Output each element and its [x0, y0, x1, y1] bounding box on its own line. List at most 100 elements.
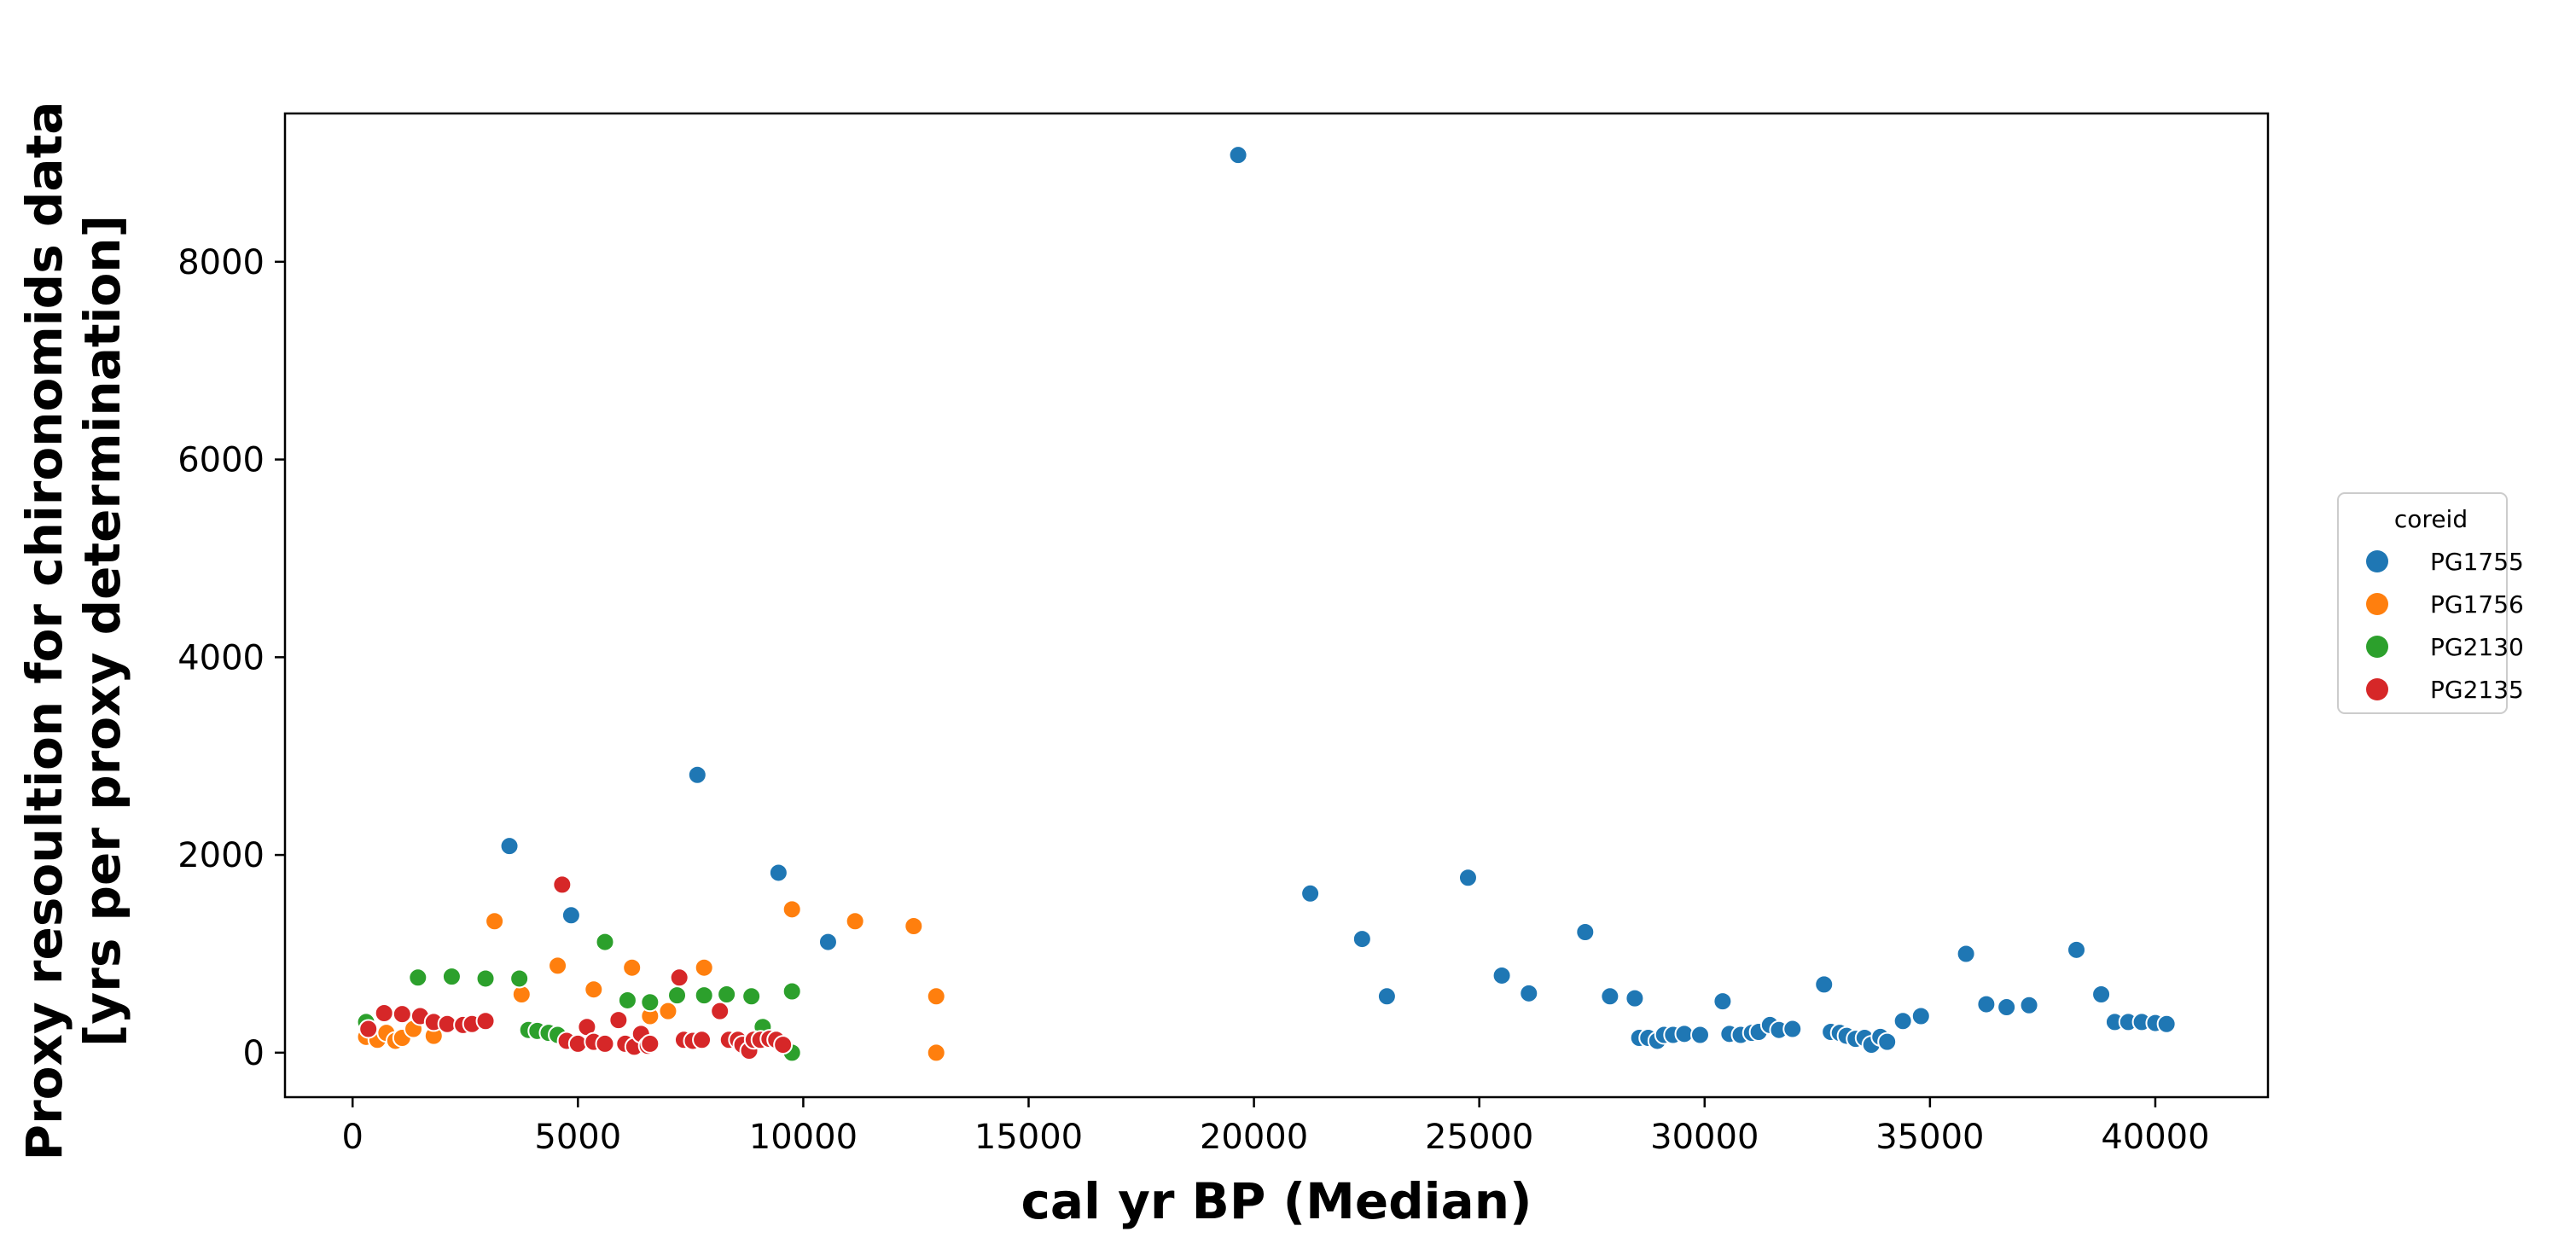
y-axis-ticks: 0 2000 4000 6000 8000	[177, 243, 285, 1073]
point-pg1755-1	[561, 905, 581, 926]
point-pg2130-13	[694, 985, 714, 1006]
point-pg1755-39	[1893, 1011, 1913, 1031]
point-pg2130-9	[595, 932, 615, 952]
point-pg2130-15	[741, 986, 762, 1007]
point-pg2135-8	[475, 1011, 496, 1031]
legend-label-pg1755: PG1755	[2430, 548, 2524, 576]
point-pg1756-9	[548, 956, 568, 976]
point-pg2135-9	[552, 874, 573, 895]
point-pg1755-6	[1300, 883, 1321, 903]
x-tick-label-1: 5000	[534, 1118, 621, 1157]
point-pg1755-41	[1956, 944, 1976, 964]
x-tick-label-8: 40000	[2101, 1118, 2209, 1157]
legend-entries: PG1755 PG1756 PG2130 PG2135	[2366, 548, 2524, 704]
legend-label-pg2130: PG2130	[2430, 633, 2524, 661]
y-tick-label-4: 8000	[177, 243, 265, 282]
x-tick-label-4: 20000	[1200, 1118, 1308, 1157]
point-pg2135-24	[692, 1030, 712, 1050]
point-pg1755-11	[1519, 983, 1539, 1003]
point-pg2130-11	[640, 992, 660, 1013]
legend-box	[2337, 492, 2508, 714]
point-pg1755-9	[1457, 868, 1478, 888]
point-pg2130-14	[717, 984, 737, 1004]
point-pg2130-17	[782, 981, 802, 1002]
y-axis-title: Proxy resoultion for chironomids data [y…	[15, 102, 131, 1161]
point-pg1756-11	[622, 957, 643, 978]
legend-marker-pg1755	[2366, 550, 2388, 572]
point-pg2135-2	[392, 1004, 412, 1025]
legend-label-pg2135: PG2135	[2430, 676, 2524, 704]
point-pg2130-2	[441, 967, 462, 987]
x-tick-label-7: 35000	[1875, 1118, 1984, 1157]
y-axis-title-line-1: Proxy resoultion for chironomids data	[15, 102, 73, 1161]
point-pg2135-14	[595, 1033, 615, 1054]
legend-label-pg1756: PG1756	[2430, 590, 2524, 619]
point-pg1755-44	[2019, 995, 2039, 1015]
point-pg2135-0	[358, 1019, 379, 1039]
y-tick-label-2: 4000	[177, 638, 265, 677]
point-pg2130-12	[667, 985, 688, 1006]
x-tick-label-2: 10000	[749, 1118, 858, 1157]
x-tick-label-5: 25000	[1425, 1118, 1533, 1157]
plot-area-frame	[283, 112, 2270, 1099]
point-pg1755-46	[2091, 984, 2112, 1004]
point-pg2130-1	[408, 967, 428, 988]
point-pg1755-3	[768, 863, 788, 883]
point-pg1755-13	[1600, 986, 1620, 1007]
point-pg2135-15	[608, 1010, 629, 1031]
point-pg2135-20	[640, 1033, 660, 1054]
point-pg1756-16	[845, 911, 865, 932]
x-tick-label-3: 15000	[974, 1118, 1083, 1157]
x-tick-label-0: 0	[342, 1118, 363, 1157]
legend-marker-pg2130	[2366, 636, 2388, 658]
y-tick-label-1: 2000	[177, 836, 265, 875]
point-pg1756-18	[926, 986, 946, 1007]
point-pg2135-25	[710, 1001, 730, 1021]
legend-title: coreid	[2394, 505, 2468, 533]
point-pg1756-19	[926, 1043, 946, 1063]
point-pg1756-14	[694, 957, 714, 978]
point-pg1755-14	[1625, 988, 1645, 1008]
data-points	[356, 145, 2177, 1063]
point-pg2130-4	[509, 968, 530, 989]
y-tick-label-3: 6000	[177, 441, 265, 480]
point-pg1755-38	[1877, 1031, 1898, 1052]
point-pg1756-15	[782, 899, 802, 920]
point-pg1755-43	[1997, 997, 2017, 1018]
point-pg1755-10	[1492, 965, 1512, 985]
point-pg1755-12	[1575, 921, 1596, 942]
point-pg2135-1	[374, 1003, 394, 1024]
point-pg1755-42	[1976, 994, 1997, 1014]
point-pg1755-7	[1352, 929, 1372, 950]
point-pg1755-0	[499, 836, 520, 857]
point-pg1755-40	[1910, 1006, 1931, 1026]
x-axis-ticks: 0 5000 10000 15000 20000 25000 30000 35000 40000	[342, 1097, 2210, 1157]
point-pg1755-45	[2067, 939, 2087, 960]
point-pg1755-51	[2156, 1014, 2177, 1034]
x-axis-title: cal yr BP (Median)	[1021, 1172, 1532, 1230]
point-pg2130-3	[475, 968, 496, 989]
point-pg1755-30	[1814, 974, 1835, 995]
legend: coreid PG1755 PG1756 PG2130 PG2135	[2337, 492, 2524, 714]
point-pg1756-7	[485, 911, 505, 932]
point-pg1755-29	[1782, 1019, 1803, 1039]
y-axis-title-line-2: [yrs per proxy determination]	[73, 215, 131, 1047]
point-pg1755-8	[1376, 986, 1397, 1007]
legend-marker-pg1756	[2366, 593, 2388, 615]
point-pg1755-5	[1228, 145, 1248, 166]
point-pg1755-21	[1689, 1025, 1710, 1045]
point-pg1755-4	[817, 932, 838, 952]
y-tick-label-0: 0	[243, 1034, 265, 1073]
point-pg1756-17	[904, 916, 924, 937]
x-tick-label-6: 30000	[1650, 1118, 1759, 1157]
point-pg2135-34	[773, 1035, 794, 1055]
point-pg2135-21	[669, 967, 689, 988]
point-pg1755-22	[1712, 991, 1733, 1012]
legend-marker-pg2135	[2366, 678, 2388, 700]
point-pg1756-13	[658, 1001, 678, 1021]
point-pg2130-10	[617, 990, 637, 1010]
point-pg1755-2	[687, 764, 707, 785]
point-pg1756-10	[584, 979, 604, 1000]
